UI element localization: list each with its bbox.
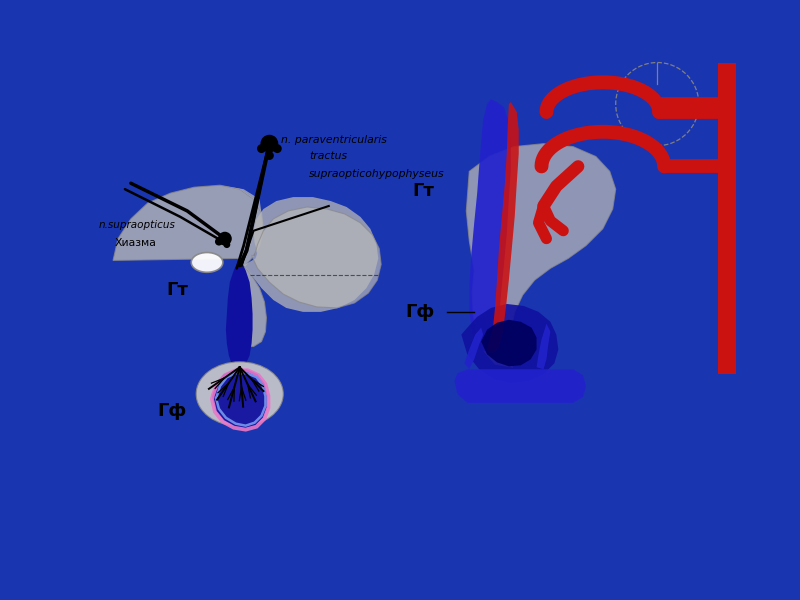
Polygon shape [226,262,253,369]
Polygon shape [466,143,616,367]
Circle shape [265,151,274,160]
Text: Гф: Гф [406,303,434,321]
Circle shape [273,144,282,153]
Circle shape [218,232,232,245]
Polygon shape [470,99,511,352]
Polygon shape [481,320,537,366]
Circle shape [257,144,266,153]
Text: n. paraventricularis: n. paraventricularis [282,135,387,145]
Polygon shape [464,328,483,369]
Text: Гт: Гт [413,182,434,200]
Text: n.supraopticus: n.supraopticus [98,220,175,230]
Ellipse shape [191,253,223,272]
Polygon shape [537,324,550,369]
Ellipse shape [196,362,283,426]
Text: supraopticohypophyseus: supraopticohypophyseus [309,169,445,179]
Polygon shape [487,102,518,352]
Text: Гф: Гф [158,402,187,420]
Circle shape [261,135,278,152]
Text: tractus: tractus [309,151,347,161]
Polygon shape [113,185,266,347]
Polygon shape [251,207,381,308]
Text: Гт: Гт [166,281,188,299]
Polygon shape [462,304,558,383]
Polygon shape [454,369,586,403]
Circle shape [223,241,230,248]
Polygon shape [220,185,378,312]
Circle shape [215,238,223,245]
Text: Хиазма: Хиазма [115,238,157,248]
Polygon shape [212,369,267,428]
